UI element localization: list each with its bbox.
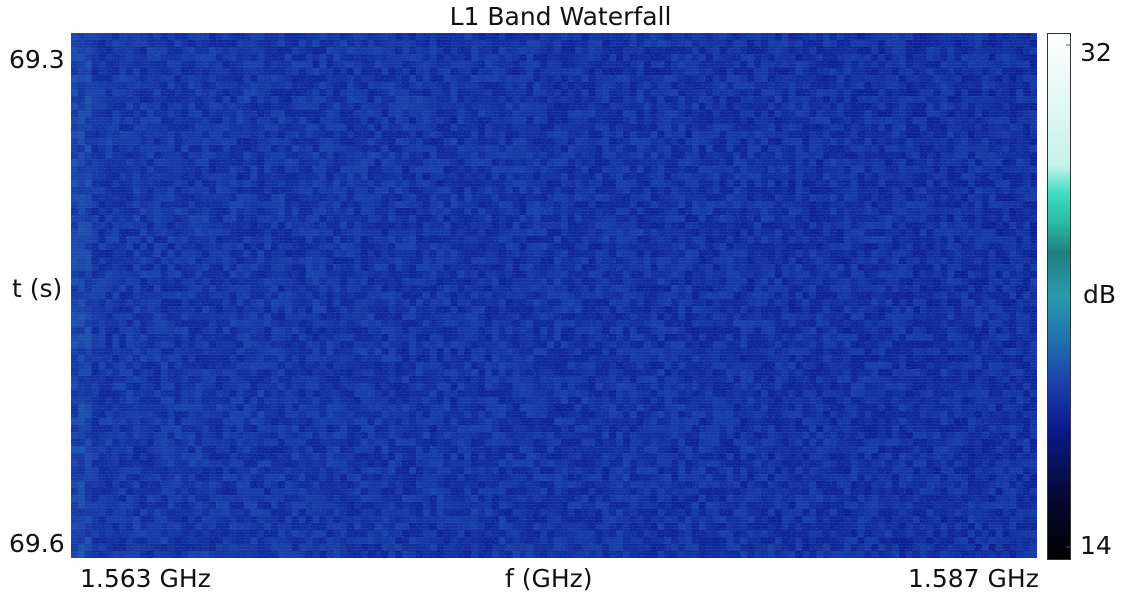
waterfall-plot-area: [71, 33, 1037, 558]
chart-title: L1 Band Waterfall: [449, 2, 672, 31]
